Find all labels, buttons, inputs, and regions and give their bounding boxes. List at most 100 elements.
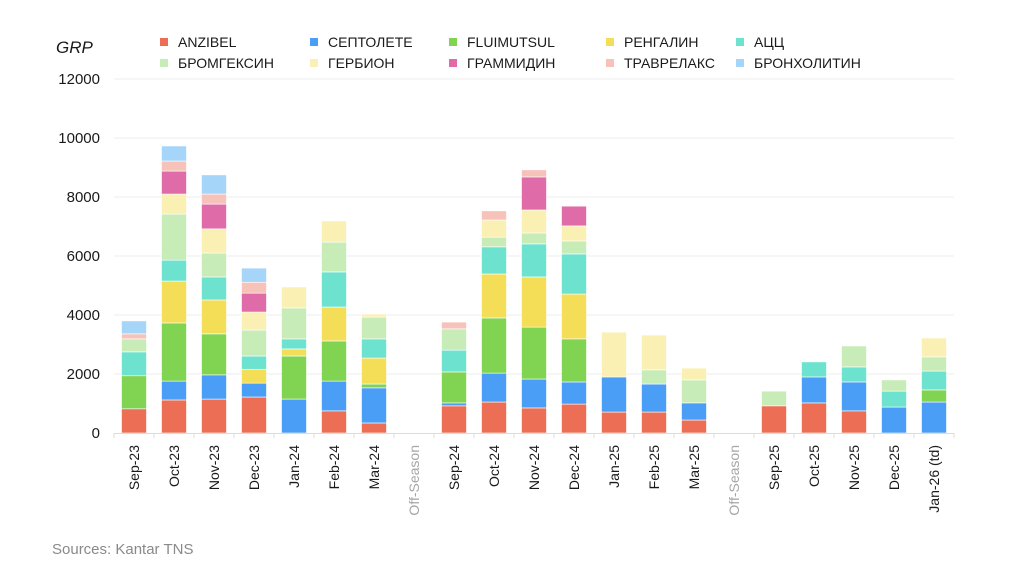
legend-item: СЕПТОЛЕТЕ	[310, 33, 449, 51]
legend-swatch	[606, 59, 614, 67]
bar-segment-ацц	[521, 243, 547, 278]
legend-label: FLUIMUTSUL	[467, 34, 555, 50]
bar-segment-гербион	[321, 220, 347, 243]
bar-segment-гербион	[641, 334, 667, 371]
bar-segment-септолете	[321, 380, 347, 412]
bar-segment-anzibel	[361, 422, 387, 434]
bar-segment-бромгексин	[641, 369, 667, 385]
bar-segment-гербион	[681, 367, 707, 381]
bar-segment-anzibel	[521, 407, 547, 434]
legend-item: ГЕРБИОН	[310, 54, 449, 72]
bar-segment-бронхолитин	[121, 320, 147, 335]
bar-segment-гербион	[561, 225, 587, 242]
legend-swatch	[310, 59, 318, 67]
bar-segment-септолете	[681, 402, 707, 421]
bar-segment-ренгалин	[321, 306, 347, 342]
bar-segment-ренгалин	[281, 348, 307, 357]
bar-segment-ацц	[201, 276, 227, 301]
y-axis-ticks: 0 2000 4000 6000 8000 10000 12000	[58, 71, 100, 442]
source-note: Sources: Kantar TNS	[52, 541, 194, 558]
bar-segment-септолете	[241, 382, 267, 398]
legend-swatch	[310, 38, 318, 46]
x-tick-label: Dec-25	[886, 445, 902, 490]
y-tick-label: 12000	[58, 71, 100, 88]
bar-segment-траврелакс	[441, 321, 467, 330]
x-tick-label: Nov-25	[846, 445, 862, 490]
bar-segment-ацц	[481, 246, 507, 275]
bar-segment-гербион	[921, 337, 947, 358]
bar-segment-fluimutsul	[121, 375, 147, 410]
legend-swatch	[160, 59, 168, 67]
bar-segment-ацц	[161, 259, 187, 282]
bar-segment-траврелакс	[241, 281, 267, 294]
y-tick-label: 4000	[67, 307, 100, 324]
x-tick-label: Sep-24	[446, 445, 462, 490]
legend-item: ANZIBEL	[160, 33, 310, 51]
bar-segment-бромгексин	[321, 241, 347, 273]
bar-segment-ацц	[921, 370, 947, 391]
bar-segment-граммидин	[201, 203, 227, 230]
bar-segment-бромгексин	[201, 252, 227, 278]
bar-segment-септолете	[521, 378, 547, 409]
bar-segment-траврелакс	[521, 169, 547, 178]
bar-segment-fluimutsul	[481, 317, 507, 374]
bar-segment-fluimutsul	[201, 333, 227, 376]
bar-segment-ацц	[361, 338, 387, 359]
bar-segment-бромгексин	[561, 240, 587, 255]
bar-segment-бромгексин	[121, 338, 147, 353]
bar-segment-ацц	[881, 390, 907, 408]
bar-segment-септолете	[881, 406, 907, 434]
legend-label: ANZIBEL	[178, 34, 237, 50]
bar-segment-септолете	[441, 402, 467, 407]
bar-segment-септолете	[481, 372, 507, 403]
bar-segment-бромгексин	[281, 307, 307, 340]
bar-segment-fluimutsul	[361, 383, 387, 389]
bar-segment-септолете	[601, 376, 627, 413]
y-tick-label: 8000	[67, 189, 100, 206]
bar-segment-ацц	[801, 361, 827, 378]
bar-segment-траврелакс	[481, 210, 507, 221]
bar-segment-септолете	[161, 380, 187, 401]
bar-segment-fluimutsul	[281, 355, 307, 400]
bar-segment-бромгексин	[481, 236, 507, 248]
bar-segment-fluimutsul	[521, 326, 547, 380]
bar-segment-бромгексин	[161, 213, 187, 261]
x-tick-label: Dec-23	[246, 445, 262, 490]
x-tick-label: Oct-25	[806, 445, 822, 487]
bar-segment-anzibel	[441, 405, 467, 434]
bar-segment-anzibel	[241, 396, 267, 434]
bar-segment-септолете	[921, 401, 947, 434]
bar-segment-гербион	[281, 286, 307, 309]
legend-label: ТРАВРЕЛАКС	[624, 55, 715, 71]
legend-label: ГЕРБИОН	[328, 55, 395, 71]
bar-segment-траврелакс	[201, 193, 227, 205]
x-tick-label: Nov-24	[526, 445, 542, 490]
bar-segment-ацц	[561, 253, 587, 295]
bar-segment-fluimutsul	[161, 322, 187, 382]
bar-segment-ренгалин	[361, 357, 387, 385]
legend: ANZIBEL СЕПТОЛЕТЕ FLUIMUTSUL РЕНГАЛИН АЦЦ БРО…	[160, 33, 960, 72]
bar-segment-граммидин	[561, 205, 587, 227]
legend-label: БРОМГЕКСИН	[178, 55, 274, 71]
x-tick-label: Oct-24	[486, 445, 502, 487]
x-tick-label: Mar-25	[686, 445, 702, 490]
bar-segment-anzibel	[801, 402, 827, 434]
y-tick-label: 2000	[67, 366, 100, 383]
x-tick-label: Oct-23	[166, 445, 182, 487]
x-tick-label: Jan-26 (td)	[926, 445, 942, 513]
bar-segment-ацц	[841, 366, 867, 383]
bar-segment-anzibel	[681, 419, 707, 434]
x-tick-label: Jan-24	[286, 445, 302, 488]
x-tick-label: Off-Season	[406, 445, 422, 516]
x-tick-label: Sep-23	[126, 445, 142, 490]
bar-segment-бромгексин	[681, 379, 707, 404]
legend-swatch	[449, 38, 457, 46]
bar-segment-anzibel	[161, 399, 187, 434]
bar-segment-гербион	[361, 313, 387, 318]
y-tick-label: 0	[92, 425, 100, 442]
bar-segment-ренгалин	[161, 280, 187, 324]
bar-segment-септолете	[841, 381, 867, 412]
bar-segment-граммидин	[161, 170, 187, 195]
bar-segment-септолете	[561, 381, 587, 405]
